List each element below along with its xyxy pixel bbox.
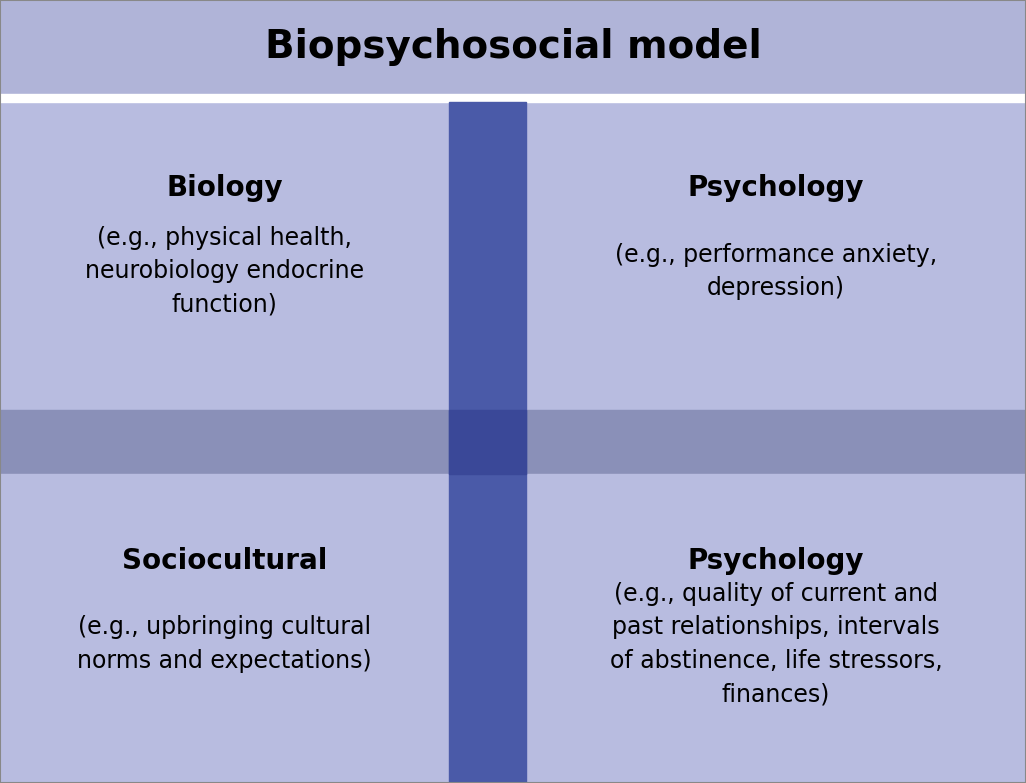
Text: Sociocultural: Sociocultural xyxy=(122,547,327,575)
Bar xyxy=(449,410,525,474)
Text: Psychology: Psychology xyxy=(687,547,864,575)
Bar xyxy=(0,0,1026,94)
Text: Psychology: Psychology xyxy=(687,174,864,202)
Bar xyxy=(0,102,1026,410)
Bar xyxy=(449,102,525,783)
Bar xyxy=(0,94,1026,102)
Text: (e.g., quality of current and
past relationships, intervals
of abstinence, life : (e.g., quality of current and past relat… xyxy=(609,582,942,706)
Text: (e.g., physical health,
neurobiology endocrine
function): (e.g., physical health, neurobiology end… xyxy=(85,226,364,317)
Text: (e.g., upbringing cultural
norms and expectations): (e.g., upbringing cultural norms and exp… xyxy=(77,615,371,673)
Bar xyxy=(0,410,1026,474)
Bar xyxy=(0,474,1026,783)
Text: Biopsychosocial model: Biopsychosocial model xyxy=(265,28,761,66)
Text: (e.g., performance anxiety,
depression): (e.g., performance anxiety, depression) xyxy=(615,243,937,300)
Text: Biology: Biology xyxy=(166,174,283,202)
